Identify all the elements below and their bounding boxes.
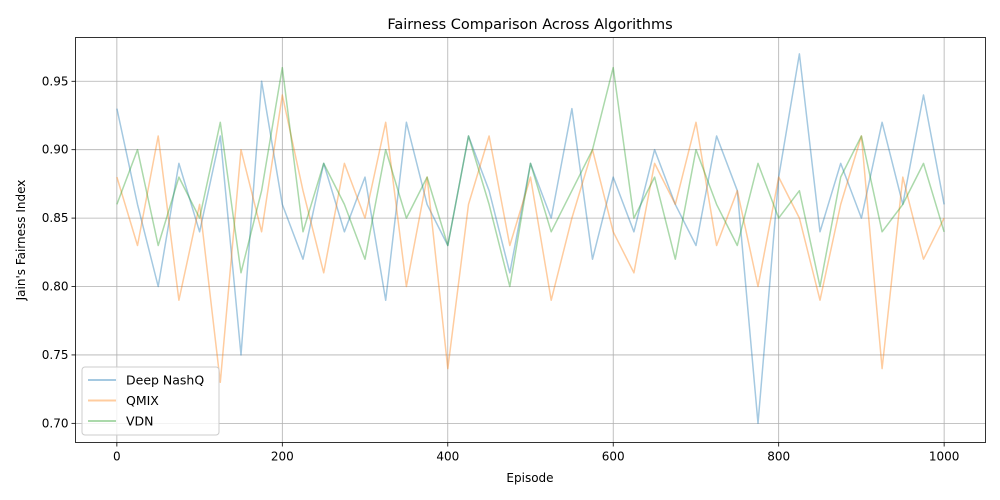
y-tick-label: 0.75 — [42, 348, 69, 362]
gridlines — [75, 37, 986, 443]
x-tick-label: 200 — [271, 450, 294, 464]
series-line-vdn — [116, 66, 945, 288]
series-lines — [116, 53, 945, 425]
x-tick-label: 1000 — [929, 450, 960, 464]
x-axis-ticks: 0 200 400 600 800 1000 — [113, 442, 960, 464]
y-tick-label: 0.90 — [42, 143, 69, 157]
y-tick-label: 0.80 — [42, 280, 69, 294]
y-tick-label: 0.70 — [42, 416, 69, 430]
x-axis-label: Episode — [506, 471, 553, 485]
legend-box — [81, 366, 220, 436]
y-tick-label: 0.85 — [42, 211, 69, 225]
legend: Deep NashQ QMIX VDN — [81, 366, 220, 436]
x-tick-label: 400 — [436, 450, 459, 464]
y-axis-ticks: 0.70 0.75 0.80 0.85 0.90 0.95 — [42, 74, 76, 430]
y-axis-label: Jain's Fairness Index — [14, 180, 28, 302]
series-line-deep-nashq — [116, 53, 945, 425]
plot-frame — [75, 37, 986, 443]
x-tick-label: 800 — [767, 450, 790, 464]
y-tick-label: 0.95 — [42, 74, 69, 88]
legend-label: VDN — [126, 414, 154, 429]
x-tick-label: 600 — [602, 450, 625, 464]
legend-label: QMIX — [126, 393, 159, 408]
legend-label: Deep NashQ — [126, 373, 204, 388]
x-tick-label: 0 — [113, 450, 121, 464]
chart-title: Fairness Comparison Across Algorithms — [387, 17, 672, 33]
series-line-qmix — [116, 94, 945, 384]
